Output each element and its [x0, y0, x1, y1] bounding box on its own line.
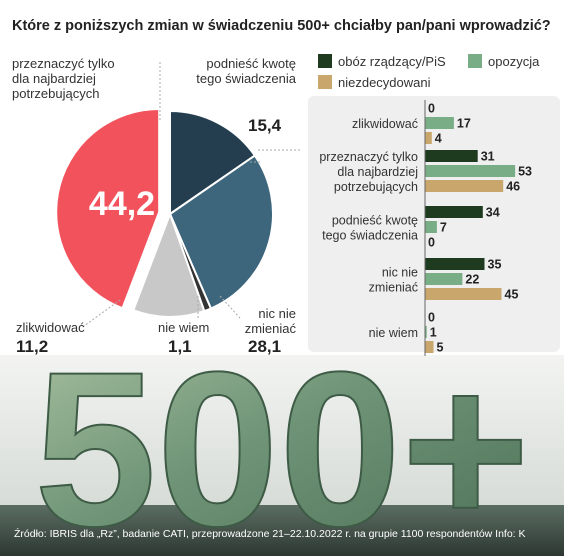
pie-chart: 44,2 — [55, 62, 300, 327]
pie-label-zmieniac: nic nie zmieniać — [244, 306, 296, 336]
pie-value-przeznaczyc: 44,2 — [89, 185, 155, 223]
category-label-nic-nie-zmieniac: zmieniać — [369, 281, 418, 295]
bar-przeznaczyc-tylko-dla-najbardziej-potrzebujacych-opozycja — [425, 165, 516, 177]
category-label-nic-nie-zmieniac: nic nie — [382, 266, 418, 280]
bar-value-label: 4 — [435, 132, 442, 146]
bar-value-label: 0 — [428, 102, 435, 116]
legend-item-niezdecydowani: niezdecydowani — [318, 75, 431, 90]
category-label-podniesc-kwote-tego-swiadczenia: tego świadczenia — [322, 229, 418, 243]
bar-value-label: 53 — [518, 165, 532, 179]
pie-label-nie-wiem: nie wiem — [158, 320, 210, 335]
background-500-plus-text: 500+ — [34, 326, 530, 556]
legend-item-pis: obóz rządzący/PiS — [318, 54, 446, 69]
legend-swatch-pis — [318, 54, 332, 68]
pie-value-podniesc: 15,4 — [248, 116, 282, 135]
chart-title: Które z poniższych zmian w świadczeniu 5… — [12, 18, 551, 34]
legend-swatch-opozycja — [468, 54, 482, 68]
bar-zlikwidowac-opozycja — [425, 117, 454, 129]
legend-item-opozycja: opozycja — [468, 54, 539, 69]
bar-value-label: 34 — [486, 206, 500, 220]
bar-value-label: 31 — [481, 150, 495, 164]
category-label-podniesc-kwote-tego-swiadczenia: podnieść kwotę — [332, 214, 418, 228]
category-label-przeznaczyc-tylko-dla-najbardziej-potrzebujacych: dla najbardziej — [337, 165, 418, 179]
bar-value-label: 7 — [440, 221, 447, 235]
pie-value-zmieniac: 28,1 — [248, 337, 282, 356]
bar-nic-nie-zmieniac-niezdecydowani — [425, 288, 502, 300]
pie-label-podniesc: podnieść kwotę tego świadczenia — [196, 56, 296, 86]
bar-value-label: 17 — [457, 117, 471, 131]
legend-swatch-niezdecydowani — [318, 75, 332, 89]
pie-value-nie-wiem: 1,1 — [168, 337, 192, 356]
pie-slice-podniesc-kwote-tego-swiadczenia — [169, 109, 257, 216]
bar-value-label: 45 — [505, 288, 519, 302]
bar-value-label: 0 — [428, 311, 435, 325]
pie-label-przeznaczyc: przeznaczyć tylko dla najbardziej potrze… — [12, 56, 115, 101]
bar-podniesc-kwote-tego-swiadczenia-opozycja — [425, 221, 437, 233]
bar-value-label: 0 — [428, 236, 435, 250]
category-label-zlikwidowac: zlikwidować — [352, 117, 418, 131]
category-label-przeznaczyc-tylko-dla-najbardziej-potrzebujacych: potrzebujących — [334, 180, 418, 194]
pie-value-zlikwidowac: 11,2 — [16, 337, 49, 356]
legend-label-niezdecydowani: niezdecydowani — [338, 75, 431, 90]
pie-label-zlikwidowac: zlikwidować — [16, 320, 85, 335]
source-note: Źródło: IBRIS dla „Rz”, badanie CATI, pr… — [14, 528, 526, 540]
bar-value-label: 46 — [506, 180, 520, 194]
category-label-nie-wiem: nie wiem — [369, 326, 418, 340]
bar-nic-nie-zmieniac-oboz-rzadzacy-pis — [425, 258, 485, 270]
legend-label-opozycja: opozycja — [488, 54, 540, 69]
bar-value-label: 35 — [488, 258, 502, 272]
pie-slice-nic-nie-zmieniac — [168, 154, 274, 310]
bar-nie-wiem-opozycja — [425, 326, 427, 338]
pie-leader-line — [83, 299, 121, 327]
bar-podniesc-kwote-tego-swiadczenia-oboz-rzadzacy-pis — [425, 206, 483, 218]
bar-value-label: 5 — [437, 341, 444, 355]
bar-nie-wiem-niezdecydowani — [425, 341, 434, 353]
bar-nic-nie-zmieniac-opozycja — [425, 273, 463, 285]
pie-slice-zlikwidowac — [131, 211, 206, 318]
category-label-przeznaczyc-tylko-dla-najbardziej-potrzebujacych: przeznaczyć tylko — [319, 150, 418, 164]
bar-value-label: 22 — [465, 273, 479, 287]
bar-przeznaczyc-tylko-dla-najbardziej-potrzebujacych-niezdecydowani — [425, 180, 504, 192]
pie-slice-przeznaczyc-tylko-dla-najbardziej-potrzebujacych — [55, 108, 161, 310]
bar-zlikwidowac-niezdecydowani — [425, 132, 432, 144]
legend-label-pis: obóz rządzący/PiS — [338, 54, 446, 69]
pie-leader-line — [219, 295, 241, 319]
bar-value-label: 1 — [430, 326, 437, 340]
bar-przeznaczyc-tylko-dla-najbardziej-potrzebujacych-oboz-rzadzacy-pis — [425, 150, 478, 162]
